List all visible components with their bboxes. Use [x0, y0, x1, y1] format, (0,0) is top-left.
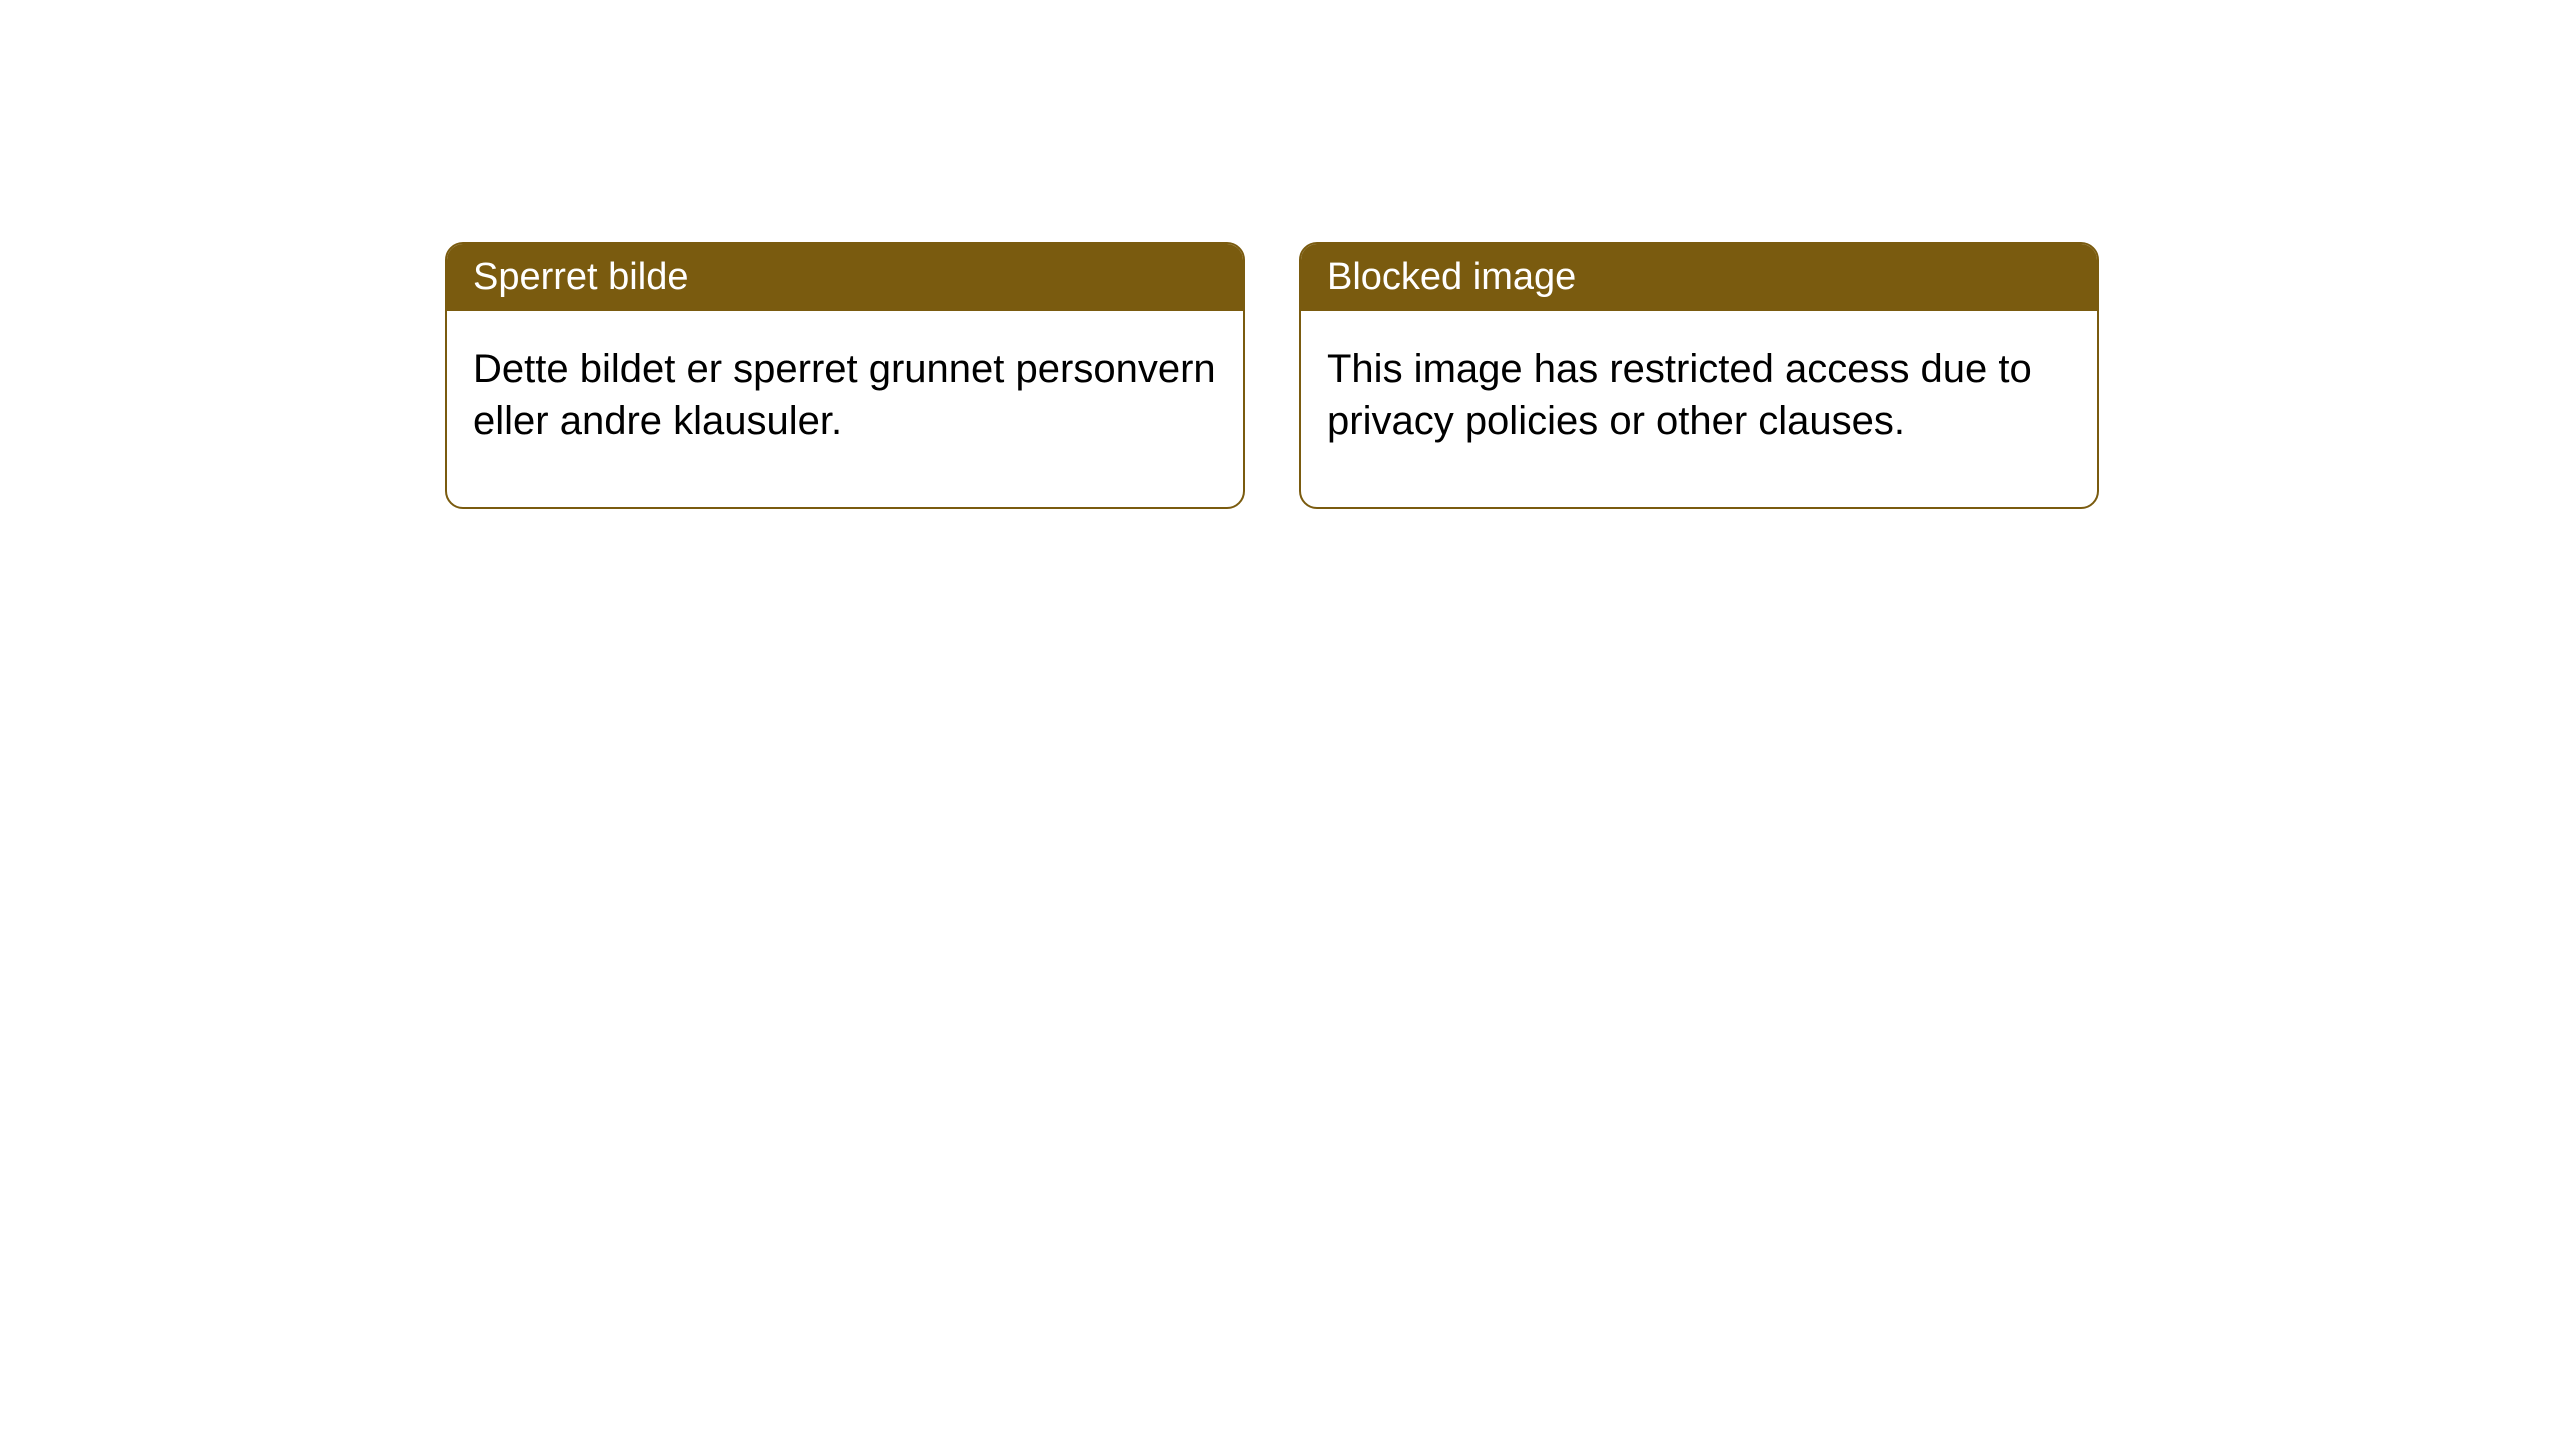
notice-card-norwegian: Sperret bilde Dette bildet er sperret gr…	[445, 242, 1245, 509]
notice-container: Sperret bilde Dette bildet er sperret gr…	[445, 242, 2099, 509]
notice-body: Dette bildet er sperret grunnet personve…	[447, 311, 1243, 507]
notice-card-english: Blocked image This image has restricted …	[1299, 242, 2099, 509]
notice-header: Sperret bilde	[447, 244, 1243, 311]
notice-header: Blocked image	[1301, 244, 2097, 311]
notice-body: This image has restricted access due to …	[1301, 311, 2097, 507]
